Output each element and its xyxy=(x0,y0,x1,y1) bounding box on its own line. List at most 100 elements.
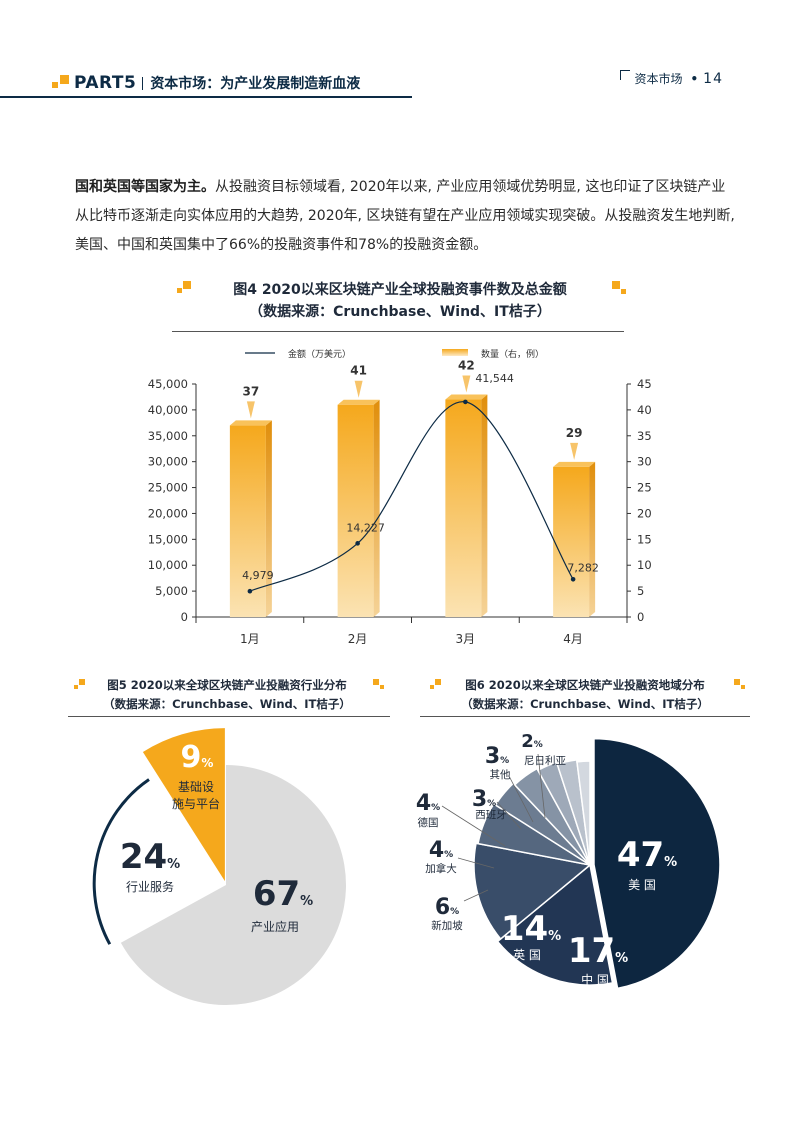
slice-percent: 3% xyxy=(485,744,509,769)
bar-pointer xyxy=(354,380,363,398)
figure6-rule xyxy=(420,716,750,717)
legend-label: 数量（右，例） xyxy=(481,348,544,360)
title-square-icon xyxy=(79,679,85,685)
figure6-source: （数据来源：Crunchbase、Wind、IT桔子） xyxy=(461,697,709,711)
pie-slice xyxy=(576,760,591,866)
y-left-tick-label: 20,000 xyxy=(148,506,188,520)
leader-line xyxy=(441,805,506,847)
pie-slice xyxy=(473,842,592,940)
paragraph-lead: 国和英国等国家为主。 xyxy=(75,179,215,195)
header-left: PART5 资本市场：为产业发展制造新血液 xyxy=(52,70,360,96)
bar-value-label: 42 xyxy=(458,359,475,373)
figure4-rule xyxy=(172,331,624,332)
slice-percent: 6% xyxy=(435,895,459,920)
y-left-tick-label: 45,000 xyxy=(148,377,188,391)
slice-percent: 14% xyxy=(501,909,561,949)
body-paragraph: 国和英国等国家为主。从投融资目标领域看, 2020年以来, 产业应用领域优势明显… xyxy=(75,173,735,260)
leader-line xyxy=(463,889,489,902)
figure4-title: 图4 2020以来区块链产业全球投融资事件数及总金额 xyxy=(233,282,567,298)
slice-label: 其他 xyxy=(490,768,511,781)
amount-label: 4,979 xyxy=(242,569,274,582)
title-square-icon xyxy=(612,281,620,289)
y-left-tick-label: 5,000 xyxy=(155,584,188,598)
y-left-tick-label: 40,000 xyxy=(148,403,188,417)
slice-label: 基础设 xyxy=(178,780,214,794)
amount-label: 41,544 xyxy=(475,372,514,385)
figure6-caption: 图6 2020以来全球区块链产业投融资地域分布 （数据来源：Crunchbase… xyxy=(436,676,734,714)
y-right-tick-label: 10 xyxy=(637,558,652,572)
title-square-icon xyxy=(621,289,626,294)
bar-pointer xyxy=(246,401,255,419)
y-left-tick-label: 25,000 xyxy=(148,481,188,495)
slice-label: 西班牙 xyxy=(475,809,507,821)
slice-percent: 9% xyxy=(181,740,214,775)
pie-slice xyxy=(494,782,591,866)
bar-value-label: 37 xyxy=(243,384,260,398)
amount-label: 14,227 xyxy=(346,521,385,534)
slice-label: 英 国 xyxy=(513,948,541,962)
y-left-tick-label: 15,000 xyxy=(148,532,188,546)
slice-label: 施与平台 xyxy=(172,796,220,811)
pie-slice xyxy=(513,767,591,866)
amount-point xyxy=(463,399,468,405)
figure6-title: 图6 2020以来全球区块链产业投融资地域分布 xyxy=(465,678,705,692)
amount-label: 7,282 xyxy=(567,561,599,574)
pie-slice xyxy=(556,758,591,866)
slice-percent: 4% xyxy=(416,791,440,816)
title-square-icon xyxy=(74,685,78,689)
x-tick-label: 4月 xyxy=(563,632,583,646)
bar-side xyxy=(265,420,272,617)
bar xyxy=(445,399,482,617)
y-left-tick-label: 30,000 xyxy=(148,455,188,469)
pie-slice xyxy=(100,782,221,942)
amount-point xyxy=(570,576,576,582)
bar-side xyxy=(481,394,488,617)
paragraph-text: 从投融资目标领域看, 2020年以来, 产业应用领域优势明显, 这也印证了区块链… xyxy=(75,179,735,253)
slice-percent: 3% xyxy=(472,787,496,812)
title-square-icon xyxy=(183,281,191,289)
title-square-icon xyxy=(734,679,740,685)
leader-line xyxy=(496,801,522,830)
title-square-icon xyxy=(430,685,434,689)
legend-bar-swatch xyxy=(442,349,468,356)
header-divider xyxy=(142,76,144,90)
y-right-tick-label: 15 xyxy=(637,532,652,546)
header-squares-icon xyxy=(52,74,70,92)
section-label: 资本市场 xyxy=(634,72,683,86)
bar-pointer xyxy=(570,442,579,460)
y-right-tick-label: 5 xyxy=(637,584,644,598)
leader-line xyxy=(457,857,495,869)
y-right-tick-label: 40 xyxy=(637,403,652,417)
bar xyxy=(229,425,266,617)
amount-point xyxy=(247,588,253,594)
y-right-tick-label: 45 xyxy=(637,377,652,391)
slice-percent: 47% xyxy=(617,835,677,875)
bar-side xyxy=(373,399,380,617)
figure6-pie-chart: 47%美 国17%中 国14%英 国6%新加坡4%加拿大4%德国3%西班牙3%其… xyxy=(416,731,721,990)
slice-percent: 2% xyxy=(521,731,543,752)
title-square-icon xyxy=(435,679,441,685)
bar xyxy=(337,404,374,617)
figure4-chart: 金额（万美元） 数量（右，例） 0 5,000 10,000 15,000 20,000 2… xyxy=(148,348,652,646)
bar-top xyxy=(553,461,596,467)
bar-top xyxy=(229,420,272,426)
y-right-tick-label: 20 xyxy=(637,506,652,520)
slice-label: 中 国 xyxy=(581,972,609,987)
y-left-tick-label: 10,000 xyxy=(148,558,188,572)
amount-line xyxy=(249,401,574,592)
header-right: 资本市场 • 14 xyxy=(620,69,723,87)
slice-label: 美 国 xyxy=(628,878,656,892)
y-right-tick-label: 0 xyxy=(637,610,644,624)
slice-label: 产业应用 xyxy=(251,919,299,934)
bar-top xyxy=(337,399,380,405)
bracket-icon xyxy=(620,69,631,80)
slice-percent: 17% xyxy=(568,931,628,971)
y-left-tick-label: 0 xyxy=(181,610,188,624)
bar-value-label: 41 xyxy=(350,364,367,378)
pie-slice xyxy=(120,765,347,1006)
x-tick-label: 3月 xyxy=(456,632,476,646)
header-rule xyxy=(0,96,412,98)
figure5-title: 图5 2020以来全球区块链产业投融资行业分布 xyxy=(107,678,347,692)
bar-top xyxy=(445,394,488,400)
